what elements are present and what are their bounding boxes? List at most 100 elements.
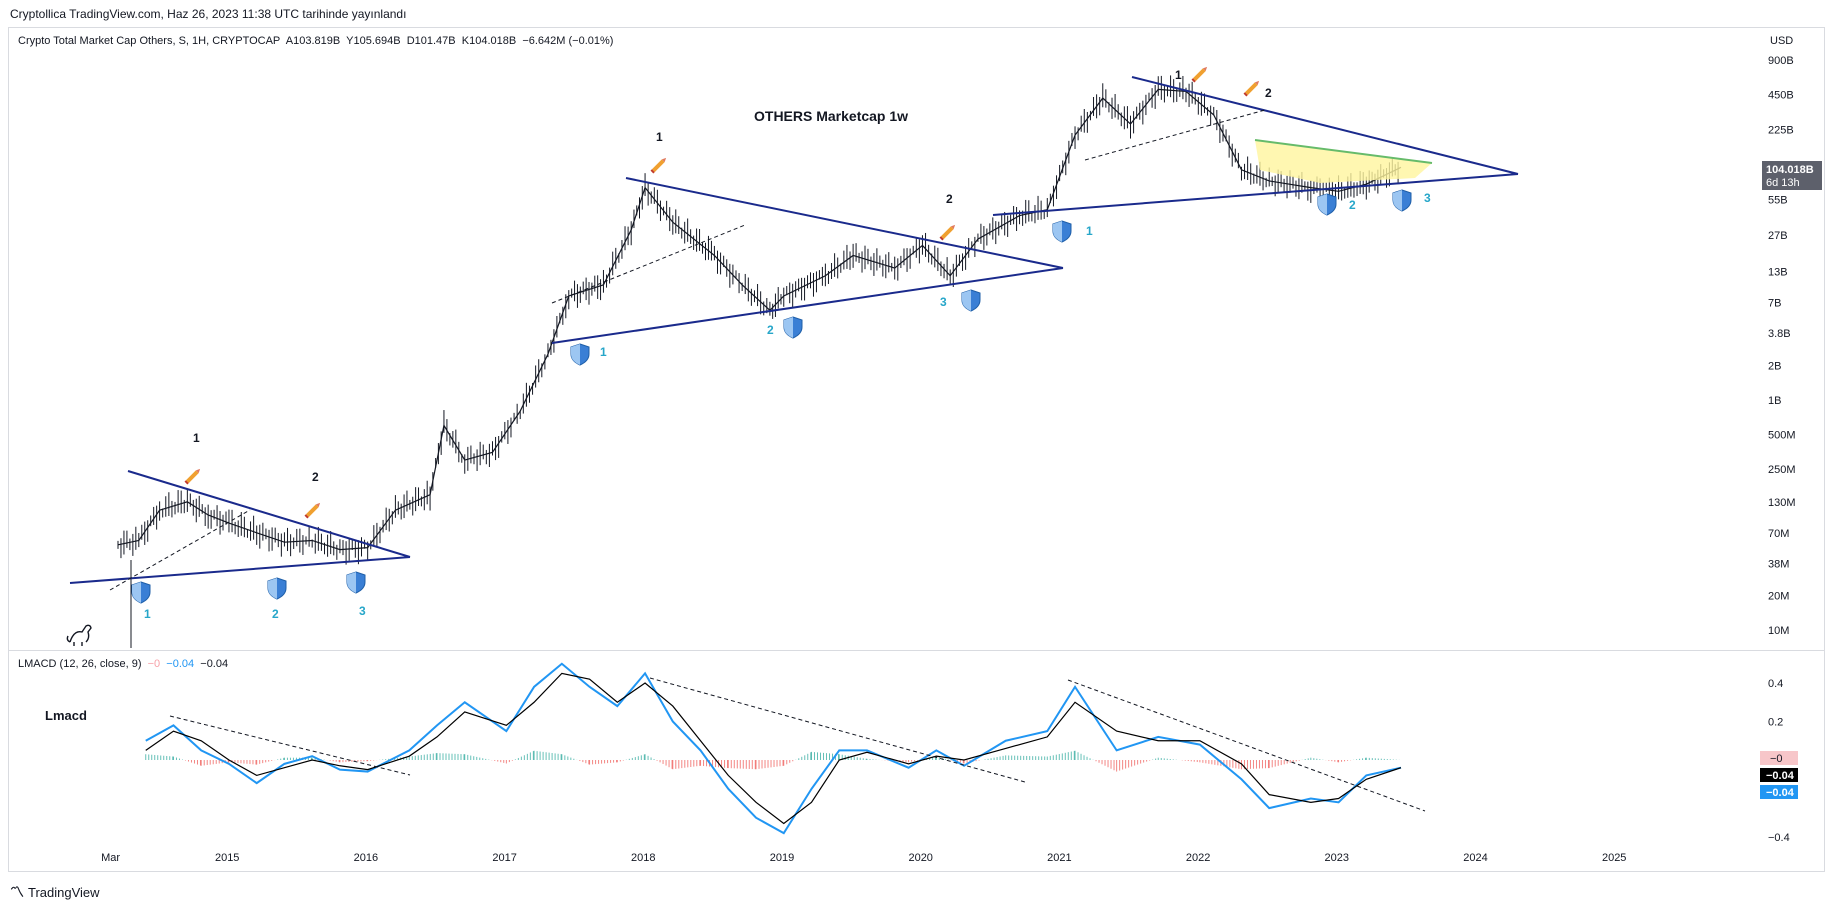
shield-icon[interactable]: [570, 343, 590, 366]
price-tick-label: 900B: [1768, 55, 1794, 67]
pencil-icon[interactable]: [184, 468, 202, 485]
lmacd-signal-line: [145, 672, 1402, 825]
price-tick-label: 2B: [1768, 360, 1781, 372]
lmacd-legend[interactable]: LMACD (12, 26, close, 9) −0 −0.04 −0.04: [18, 658, 228, 670]
support-number-label[interactable]: 2: [272, 607, 279, 621]
time-tick-label: 2021: [1047, 852, 1071, 864]
lmacd-hist-value: −0: [147, 658, 161, 670]
dashed-trendlines[interactable]: [109, 109, 1266, 591]
time-tick-label: 2024: [1463, 852, 1487, 864]
shield-icon[interactable]: [267, 577, 287, 600]
lmacd-signal-value: −0.04: [200, 658, 229, 670]
lmacd-tick-label: −0.4: [1768, 832, 1790, 844]
wave-number-label[interactable]: 2: [946, 192, 953, 206]
lmacd-dashed-3[interactable]: [1067, 679, 1426, 812]
annotation-title[interactable]: OTHERS Marketcap 1w: [754, 108, 908, 124]
pencil-icon[interactable]: [939, 224, 957, 241]
support-number-label[interactable]: 3: [1424, 191, 1431, 205]
shield-icon[interactable]: [1052, 220, 1072, 243]
trendline-upper-2014[interactable]: [127, 470, 411, 558]
time-tick-label: 2017: [492, 852, 516, 864]
dashed-line-2[interactable]: [551, 224, 746, 304]
trendline-upper-2022[interactable]: [1131, 76, 1519, 175]
price-tag: 104.018B 6d 13h: [1762, 161, 1822, 190]
price-tag-countdown: 6d 13h: [1766, 177, 1800, 189]
trendlines[interactable]: [69, 76, 1519, 584]
price-tick-label: 38M: [1768, 558, 1789, 570]
price-tick-label: 1B: [1768, 395, 1781, 407]
dashed-line-3[interactable]: [1084, 109, 1266, 161]
price-tick-label: 7B: [1768, 298, 1781, 310]
green-resistance-line[interactable]: [1254, 139, 1433, 164]
support-number-label[interactable]: 1: [144, 607, 151, 621]
price-axis[interactable]: 900B 450B 225B 55B 27B 13B 7B 3.8B 2B 1B 500M 250M 1…: [1768, 55, 1796, 637]
price-tick-label: 10M: [1768, 625, 1789, 637]
price-tick-label: 13B: [1768, 267, 1788, 279]
yellow-pattern-fill[interactable]: [1255, 140, 1432, 183]
time-tick-label: 2018: [631, 852, 655, 864]
price-tick-label: 20M: [1768, 590, 1789, 602]
shield-icon[interactable]: [783, 316, 803, 339]
time-tick-label: 2025: [1602, 852, 1626, 864]
shield-icon[interactable]: [346, 571, 366, 594]
lmacd-axis[interactable]: 0.4 0.2 −0.4: [1768, 678, 1790, 844]
support-number-label[interactable]: 1: [600, 345, 607, 359]
pencil-icon[interactable]: [1243, 80, 1261, 97]
lmacd-dashed-2[interactable]: [649, 677, 1026, 783]
shield-icon[interactable]: [131, 581, 151, 604]
support-number-label[interactable]: 1: [1086, 224, 1093, 238]
wave-number-label[interactable]: 2: [312, 470, 319, 484]
price-tick-label: 225B: [1768, 124, 1794, 136]
low-value: D101.47B: [406, 35, 456, 47]
price-tick-label: 450B: [1768, 90, 1794, 102]
price-tick-label: 250M: [1768, 464, 1796, 476]
wave-number-label[interactable]: 1: [1175, 68, 1182, 82]
high-value: Y105.694B: [346, 35, 401, 47]
symbol-name[interactable]: Crypto Total Market Cap Others, S, 1H, C…: [18, 35, 281, 47]
lmacd-label[interactable]: Lmacd: [45, 708, 87, 723]
pane-divider[interactable]: [8, 650, 1825, 651]
lmacd-dashed-1[interactable]: [169, 715, 411, 776]
trendline-lower-2018[interactable]: [551, 267, 1064, 344]
lmacd-tick-label: 0.2: [1768, 717, 1783, 729]
annotation-labels[interactable]: 1 2 1 2 1 2 1 2 3 1 2 3 1 2 3: [131, 66, 1431, 621]
currency-label: USD: [1770, 35, 1793, 47]
dino-icon[interactable]: [66, 624, 92, 646]
tag-signal: −0.04: [1766, 770, 1795, 782]
lmacd-tick-label: 0.4: [1768, 678, 1783, 690]
time-tick-label: 2019: [770, 852, 794, 864]
lmacd-macd-line: [145, 662, 1402, 835]
lmacd-value-tags: −0 −0.04 −0.04: [1760, 751, 1798, 799]
dashed-line-1[interactable]: [109, 509, 251, 591]
support-number-label[interactable]: 2: [767, 323, 774, 337]
lmacd-dashed-trendlines[interactable]: [169, 677, 1426, 812]
support-number-label[interactable]: 3: [940, 295, 947, 309]
shield-icon[interactable]: [961, 289, 981, 312]
trendline-upper-2018[interactable]: [625, 177, 1064, 269]
lmacd-histogram: [145, 750, 1400, 772]
trendline-lower-2022[interactable]: [992, 173, 1519, 216]
wave-number-label[interactable]: 2: [1265, 86, 1272, 100]
price-candles: [117, 75, 1399, 648]
pencil-icon[interactable]: [304, 502, 322, 519]
tag-zero: −0: [1770, 753, 1783, 765]
trendline-lower-2014[interactable]: [69, 556, 411, 584]
time-tick-label: 2016: [354, 852, 378, 864]
pencil-icon[interactable]: [650, 157, 668, 174]
footer-brand[interactable]: 〽 TradingView: [10, 882, 100, 902]
time-axis[interactable]: Mar 2015 2016 2017 2018 2019 2020 2021 2022 2023 2…: [101, 852, 1626, 864]
support-number-label[interactable]: 3: [359, 604, 366, 618]
open-value: A103.819B: [285, 35, 341, 47]
pencil-icon[interactable]: [1191, 66, 1209, 83]
wave-number-label[interactable]: 1: [656, 130, 663, 144]
shield-icon[interactable]: [1317, 193, 1337, 216]
support-number-label[interactable]: 2: [1349, 198, 1356, 212]
footer-brand-text: TradingView: [28, 884, 100, 900]
time-tick-label: 2022: [1186, 852, 1210, 864]
shield-icon[interactable]: [1392, 189, 1412, 212]
time-tick-label: 2020: [908, 852, 932, 864]
close-value: K104.018B: [461, 35, 517, 47]
wave-number-label[interactable]: 1: [193, 431, 200, 445]
lmacd-macd-value: −0.04: [166, 658, 195, 670]
